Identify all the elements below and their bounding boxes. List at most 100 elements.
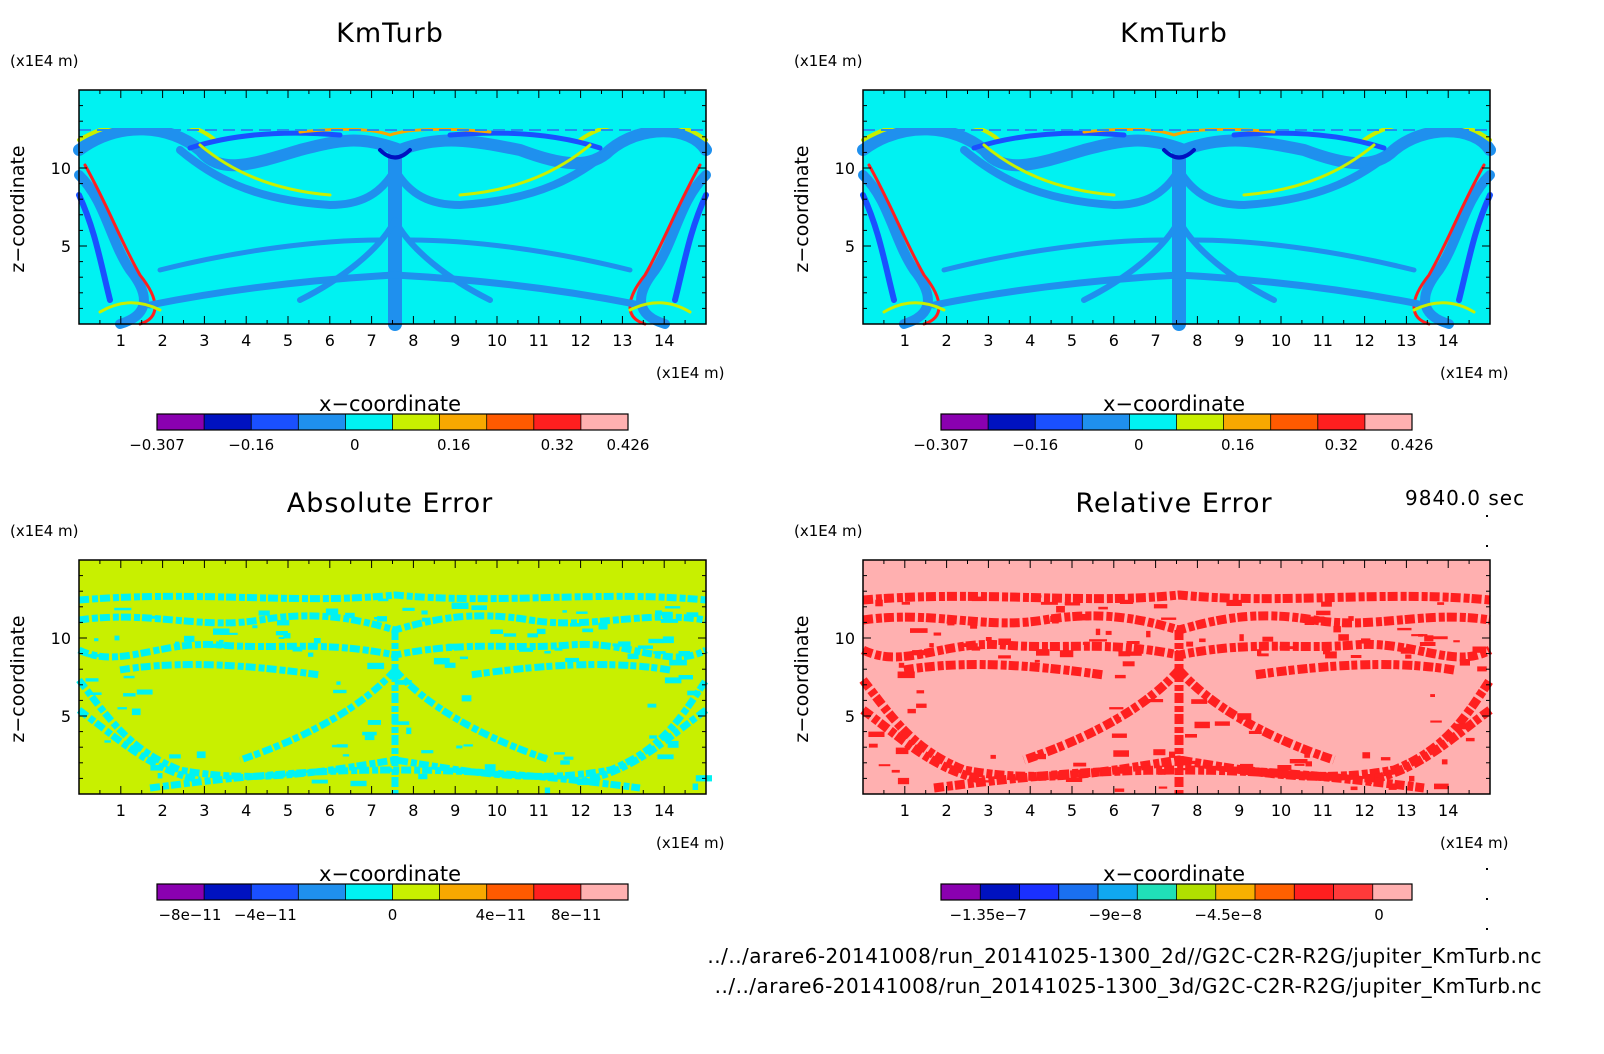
decor-dot <box>1486 545 1488 547</box>
x-tick-label: 12 <box>1354 801 1374 820</box>
z-tick-label: 5 <box>61 707 71 726</box>
contour-speck <box>444 662 456 668</box>
contour-speck <box>667 740 679 748</box>
contour-speck <box>692 783 699 790</box>
contour-speck <box>970 622 978 629</box>
contour-speck <box>367 662 385 670</box>
contour-speck <box>1441 759 1448 765</box>
contour-speck <box>157 773 163 779</box>
contour-speck <box>87 654 106 658</box>
colorbar-swatch <box>1176 884 1217 900</box>
contour-speck <box>292 646 303 652</box>
contour-speck <box>1079 614 1089 621</box>
x-tick-label: 10 <box>487 801 507 820</box>
contour-speck <box>1056 606 1065 613</box>
contour-band <box>119 661 321 679</box>
contour-band <box>930 271 1428 309</box>
colorbar-swatch <box>980 884 1020 900</box>
x-tick-label: 14 <box>1438 331 1458 350</box>
x-tick-label: 1 <box>900 331 910 350</box>
contour-speck <box>484 764 496 770</box>
x-tick-label: 11 <box>529 331 549 350</box>
contour-speck <box>313 638 321 644</box>
contour-speck <box>421 617 431 622</box>
contour-band <box>860 192 897 303</box>
contour-band <box>628 301 692 314</box>
contour-speck <box>283 633 291 639</box>
contour-speck <box>1289 759 1308 764</box>
contour-speck <box>678 651 690 657</box>
contour-speck <box>421 750 434 754</box>
contour-speck <box>1161 617 1177 620</box>
contour-speck <box>364 734 375 741</box>
contour-speck <box>648 638 664 644</box>
contour-speck <box>459 656 468 660</box>
x-tick-label: 12 <box>570 331 590 350</box>
contour-speck <box>333 689 347 694</box>
contour-speck <box>897 671 915 679</box>
contour-speck <box>278 636 285 639</box>
contour-speck <box>413 648 420 654</box>
contour-speck <box>647 703 657 708</box>
contour-band <box>76 192 113 303</box>
contour-speck <box>1424 635 1434 642</box>
contour-speck <box>1348 616 1354 621</box>
x-tick-label: 3 <box>199 801 209 820</box>
contour-speck <box>212 643 228 648</box>
panel-title: KmTurb <box>1120 18 1228 49</box>
contour-speck <box>94 638 99 642</box>
contour-speck <box>929 643 934 648</box>
contour-speck <box>990 754 996 759</box>
contour-speck <box>1323 650 1331 655</box>
contour-speck <box>1430 694 1435 697</box>
contour-speck <box>1309 616 1325 623</box>
contour-speck <box>577 778 594 786</box>
contour-speck <box>527 633 538 638</box>
x-tick-label: 4 <box>241 331 251 350</box>
contour-band <box>458 143 592 197</box>
x-tick-label: 5 <box>1067 331 1077 350</box>
colorbar-label: 0.426 <box>607 436 650 454</box>
contour-speck <box>1257 649 1262 656</box>
x-tick-label: 4 <box>1025 331 1035 350</box>
x-tick-label: 11 <box>1313 801 1333 820</box>
colorbar-swatch <box>941 884 981 900</box>
contour-speck <box>1237 713 1252 720</box>
contour-speck <box>544 787 551 794</box>
x-unit-label: (x1E4 m) <box>1440 364 1509 382</box>
contour-band <box>1253 660 1455 680</box>
contour-band <box>198 143 332 197</box>
colorbar-label: −0.307 <box>913 436 969 454</box>
contour-speck <box>1153 604 1168 609</box>
contour-speck <box>147 615 160 619</box>
contour-band <box>858 170 933 329</box>
contour-speck <box>901 601 910 605</box>
colorbar-label: 0 <box>388 906 398 924</box>
contour-band <box>867 163 941 326</box>
contour-speck <box>554 752 565 755</box>
contour-speck <box>544 650 551 654</box>
contour-speck <box>1361 638 1371 644</box>
x-unit-label: (x1E4 m) <box>656 834 725 852</box>
contour-speck <box>1111 733 1127 738</box>
colorbar-swatch <box>1372 884 1413 900</box>
colorbar-swatch <box>1058 884 1099 900</box>
decor-dot <box>1486 928 1488 930</box>
contour-band <box>1191 237 1417 273</box>
contour-speck <box>1429 636 1448 640</box>
contour-speck <box>1248 730 1262 734</box>
contour-speck <box>1059 650 1074 658</box>
contour-speck <box>1114 717 1121 720</box>
contour-speck <box>536 628 546 635</box>
contour-speck <box>421 610 428 615</box>
contour-speck <box>907 708 916 714</box>
z-unit-label: (x1E4 m) <box>794 522 863 540</box>
x-tick-label: 7 <box>367 801 377 820</box>
contour-speck <box>418 773 428 780</box>
contour-speck <box>169 754 181 759</box>
colorbar-swatch <box>1137 884 1177 900</box>
contour-speck <box>1362 752 1371 759</box>
colorbar-label: −0.16 <box>228 436 274 454</box>
